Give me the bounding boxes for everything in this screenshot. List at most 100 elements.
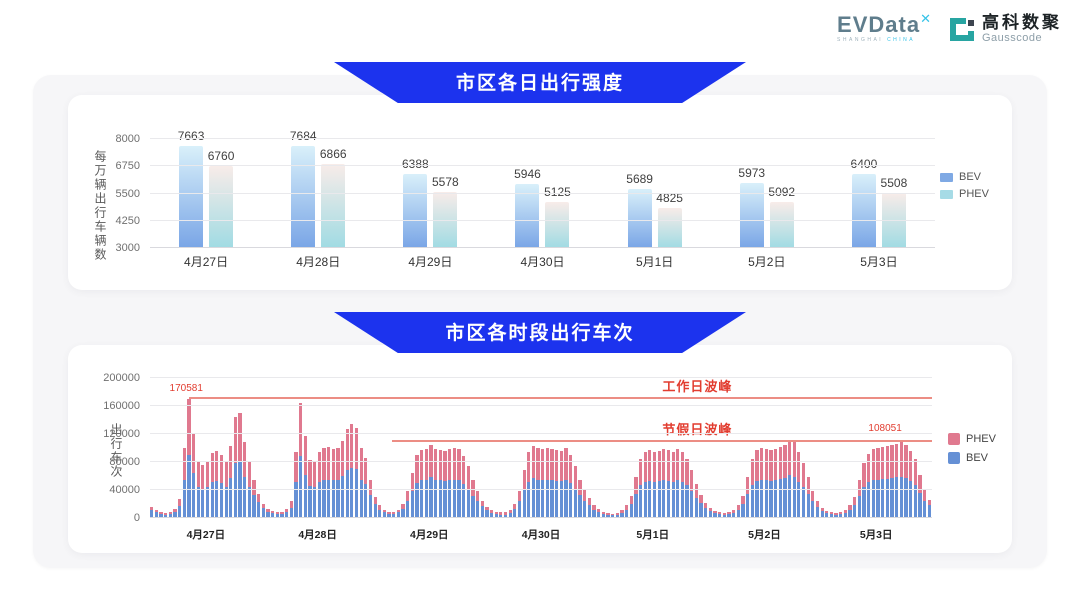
stacked-bar [848,505,852,518]
stacked-bar [168,512,172,518]
phev-segment [746,477,750,495]
bev-segment [457,480,461,518]
phev-segment [513,504,517,509]
bev-segment [275,513,279,518]
phev-segment [657,450,661,481]
phev-segment [652,452,657,482]
bev-segment [624,509,629,518]
bev-segment [741,504,745,518]
phev-segment [913,459,917,486]
phev-segment [410,472,415,492]
legend-item-phev[interactable]: PHEV [940,188,989,200]
stacked-bar [671,451,675,518]
bev-segment [573,488,577,518]
phev-segment [210,452,214,483]
phev-segment [466,465,470,489]
phev-segment [229,445,233,479]
phev-segment [862,463,866,488]
legend-item-phev[interactable]: PHEV [948,433,996,445]
phev-segment [792,442,796,477]
stacked-bar [783,444,787,518]
bev-segment [671,481,675,518]
bev-segment [243,476,247,518]
bev-segment [871,480,875,518]
bev-segment [876,479,880,518]
phev-segment [718,512,722,514]
workday-peak-value: 170581 [169,382,203,394]
phev-segment [205,462,210,488]
stacked-bar [382,509,387,518]
bev-segment [750,485,754,518]
phev-segment [354,427,359,469]
bev-segment [289,507,293,518]
phev-segment [173,508,177,512]
daily-chart-plot: 7663676076846866638855785946512556894825… [116,129,935,254]
phev-segment [569,455,573,483]
dashboard-panel: 市区各日出行强度 每万辆出行车辆数 7663 6760 7684 6866 6388 55… [33,62,1047,568]
daily-intensity-card: 每万辆出行车辆数 7663676076846866638855785946512… [68,95,1012,290]
stacked-bar [797,452,801,518]
bev-segment [452,479,456,518]
hourly-chart-ylabel: 出行车次 [109,423,123,479]
phev-bar: 5092 [768,185,795,248]
stacked-bar [247,462,252,518]
stacked-bar [885,445,889,518]
legend-item-bev[interactable]: BEV [948,452,996,464]
bev-segment [378,509,382,518]
y-tick-label: 80000 [109,456,140,468]
bev-segment [662,480,666,518]
x-tick-label: 4月27日 [186,529,226,541]
bev-segment [173,511,177,518]
phev-segment [699,494,703,504]
bev-segment [406,501,410,518]
bar-value-label: 6866 [319,146,347,161]
bev-segment [834,514,838,518]
stacked-bar [266,508,270,518]
stacked-bar [308,459,312,518]
bev-segment [629,504,633,518]
phev-segment [415,455,419,483]
bev-segment [271,513,275,518]
bev-segment [205,487,210,518]
bev-segment [177,506,182,518]
x-tick-label: 5月1日 [635,255,674,269]
bev-segment [508,513,512,518]
bev-segment [429,477,433,518]
phev-segment [168,512,172,514]
phev-segment [448,449,452,481]
bev-segment [494,513,498,518]
bev-segment [853,504,857,518]
stacked-bar [862,463,866,518]
bar-value-label: 5946 [514,166,541,181]
gridline [150,377,932,378]
bev-bar: 5689 [626,172,653,248]
stacked-bar [317,451,321,518]
phev-segment [271,511,275,514]
bev-segment [592,509,596,518]
stacked-bar [438,450,442,518]
stacked-bar [163,513,168,518]
bev-segment [676,480,680,518]
stacked-bar [392,511,396,518]
bev-segment [257,501,261,518]
phev-segment [503,512,508,515]
stacked-bar [759,448,764,518]
bev-segment [475,501,480,518]
bar-fill [851,173,876,248]
stacked-bar [201,464,205,518]
phev-segment [275,512,279,514]
phev-segment [559,450,564,481]
bev-segment [201,488,205,518]
bev-segment [229,478,233,518]
legend-item-bev[interactable]: BEV [940,171,989,183]
bev-segment [652,481,657,518]
stacked-bar [378,505,382,518]
bar-value-label: 4825 [656,191,683,206]
bev-segment [690,490,694,518]
stacked-bar [345,429,349,518]
daily-chart-legend: BEV PHEV [940,171,989,200]
x-tick-label: 5月1日 [636,529,670,541]
phev-segment [722,513,726,515]
holiday-peak-value: 108051 [868,423,902,435]
bar-fill [545,201,570,248]
